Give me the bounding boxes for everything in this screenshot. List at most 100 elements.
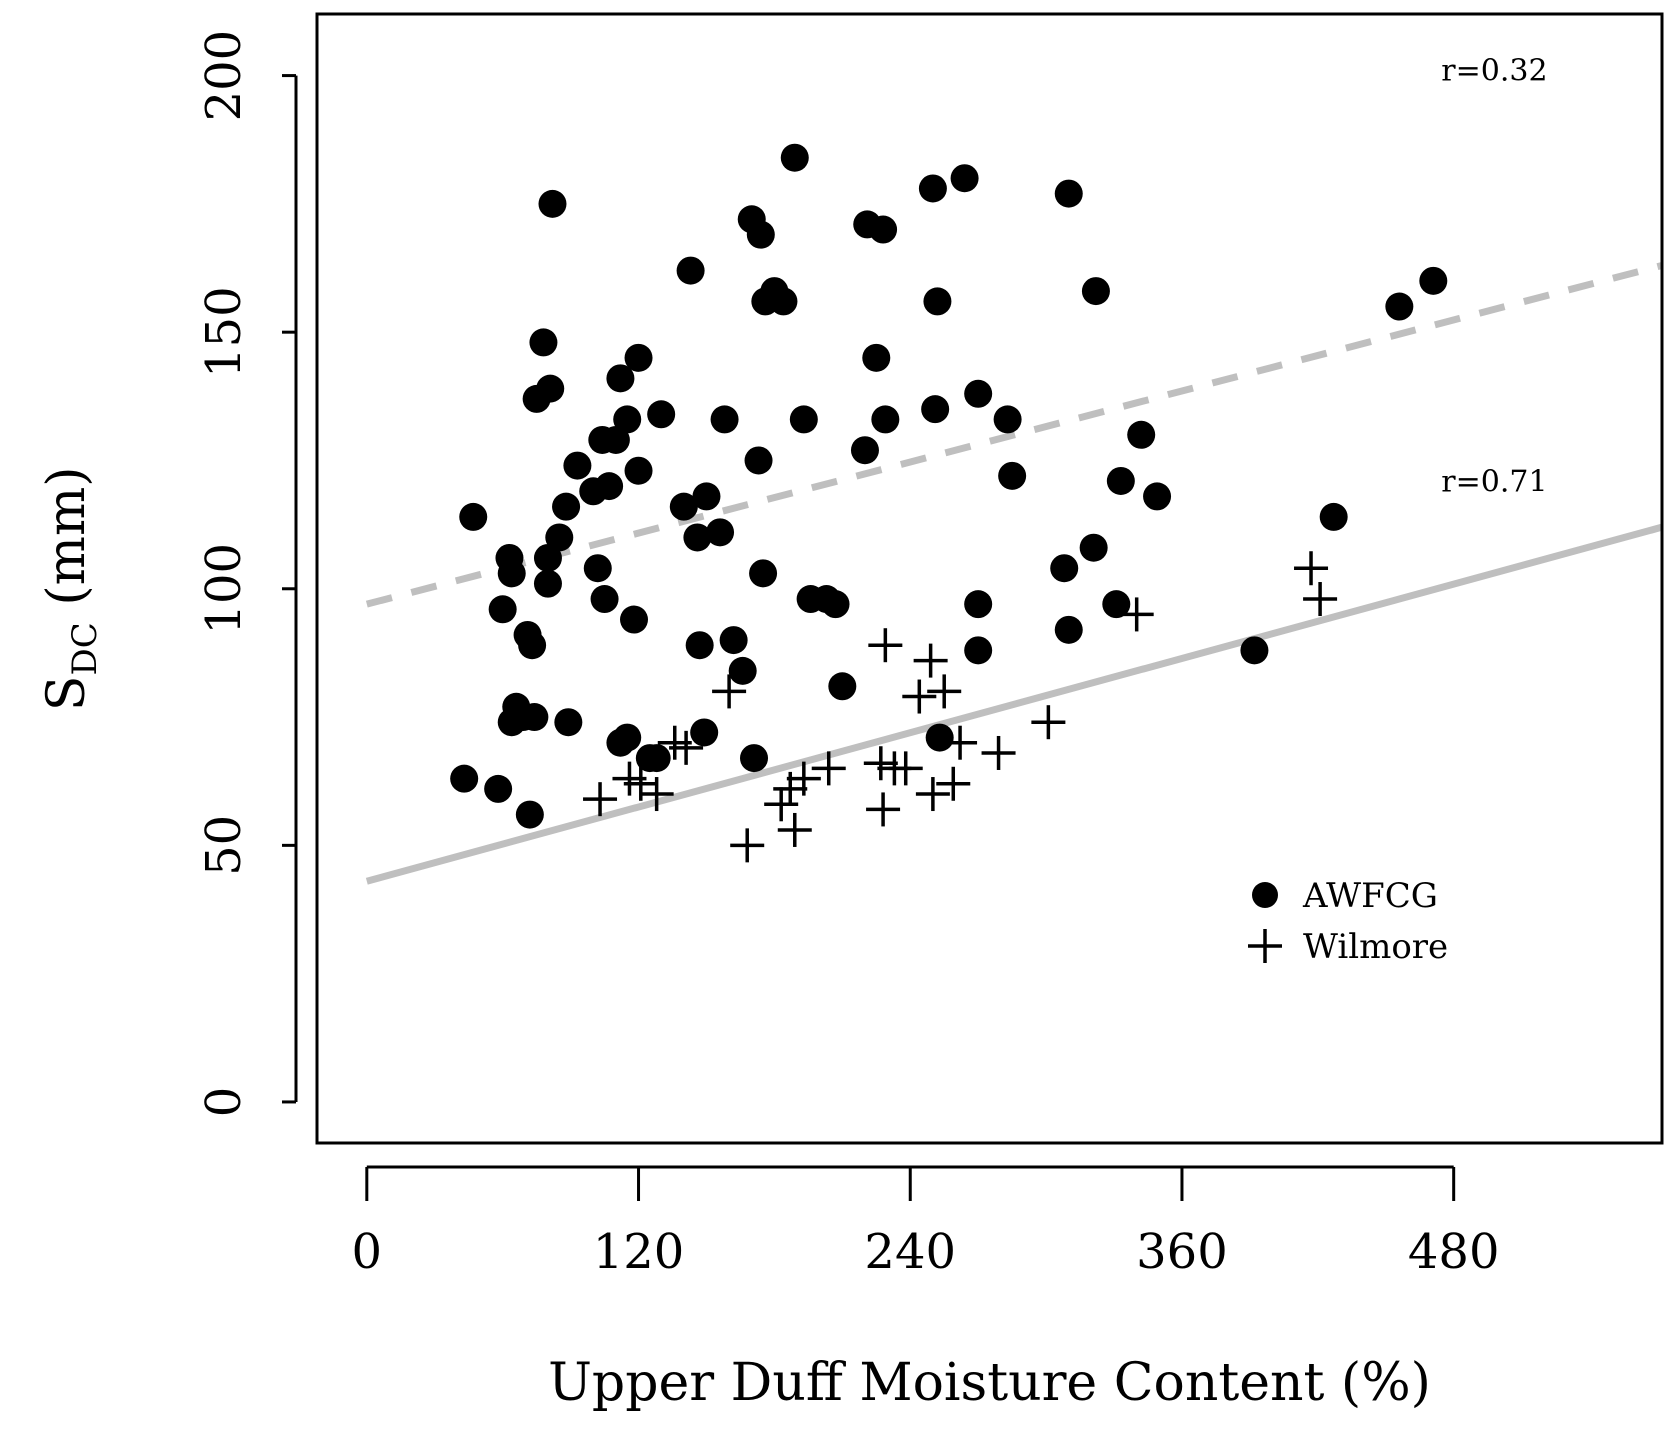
y-axis: 0 50 100 150 200 (196, 30, 298, 1117)
wilmore-point (730, 828, 765, 863)
awfcg-point (685, 631, 714, 660)
awfcg-point (964, 590, 993, 619)
correlation-label-wilmore: r=0.71 (1441, 464, 1547, 499)
awfcg-point (590, 585, 619, 614)
awfcg-point (669, 492, 698, 521)
x-tick-label: 480 (1408, 1224, 1500, 1280)
correlation-annotations: r=0.32 r=0.71 (1441, 54, 1547, 500)
awfcg-point (459, 502, 488, 531)
awfcg-point (710, 405, 739, 434)
y-tick-label: 50 (196, 815, 252, 876)
y-axis-title-main: S (37, 675, 97, 711)
legend: AWFCG Wilmore (1248, 876, 1448, 967)
awfcg-point (964, 636, 993, 665)
wilmore-point (902, 679, 937, 714)
awfcg-point (1106, 466, 1135, 495)
awfcg-point (647, 400, 676, 429)
awfcg-point (520, 703, 549, 732)
awfcg-point (746, 220, 775, 249)
fit-line-wilmore (365, 523, 1663, 885)
wilmore-point (1294, 551, 1329, 586)
wilmore-point (777, 812, 812, 847)
awfcg-point (744, 446, 773, 475)
awfcg-point (1079, 533, 1108, 562)
awfcg-point (529, 328, 558, 357)
legend-label-wilmore: Wilmore (1303, 927, 1448, 967)
wilmore-point (913, 643, 948, 678)
wilmore-point (639, 777, 674, 812)
wilmore-point (1031, 705, 1066, 740)
awfcg-point (545, 523, 574, 552)
awfcg-point (484, 774, 513, 803)
awfcg-point (601, 425, 630, 454)
awfcg-point (563, 451, 592, 480)
awfcg-point (554, 708, 583, 737)
x-tick-label: 0 (352, 1224, 383, 1280)
awfcg-point (1240, 636, 1269, 665)
awfcg-point (921, 395, 950, 424)
awfcg-point (998, 461, 1027, 490)
awfcg-point (1385, 292, 1414, 321)
x-axis-title: Upper Duff Moisture Content (%) (548, 1353, 1431, 1413)
awfcg-point (518, 631, 547, 660)
awfcg-point (828, 672, 857, 701)
wilmore-point (1119, 597, 1154, 632)
wilmore-point (915, 777, 950, 812)
awfcg-point (488, 595, 517, 624)
awfcg-point (533, 543, 562, 572)
y-tick-label: 200 (196, 30, 252, 122)
awfcg-point (740, 744, 769, 773)
wilmore-point (936, 766, 971, 801)
awfcg-point (923, 287, 952, 316)
awfcg-point (1419, 266, 1448, 295)
awfcg-point (925, 723, 954, 752)
awfcg-point (642, 744, 671, 773)
awfcg-point (620, 605, 649, 634)
awfcg-point (624, 456, 653, 485)
x-axis: 0 120 240 360 480 (352, 1165, 1500, 1280)
awfcg-point (676, 256, 705, 285)
wilmore-point (764, 787, 799, 822)
wilmore-point (712, 674, 747, 709)
awfcg-point (769, 287, 798, 316)
awfcg-point (871, 405, 900, 434)
awfcg-point (706, 518, 735, 547)
awfcg-point (869, 215, 898, 244)
wilmore-point (888, 751, 923, 786)
awfcg-point (1081, 277, 1110, 306)
legend-marker-wilmore (1248, 929, 1282, 963)
wilmore-point (811, 751, 846, 786)
awfcg-point (1127, 420, 1156, 449)
awfcg-point (683, 523, 712, 552)
data-points (450, 143, 1448, 863)
wilmore-point (868, 628, 903, 663)
x-tick-label: 360 (1136, 1224, 1228, 1280)
awfcg-point (993, 405, 1022, 434)
y-tick-label: 150 (196, 286, 252, 378)
awfcg-point (964, 379, 993, 408)
awfcg-point (950, 164, 979, 193)
awfcg-point (583, 554, 612, 583)
awfcg-point (606, 364, 635, 393)
awfcg-point (1054, 179, 1083, 208)
wilmore-point (927, 674, 962, 709)
awfcg-point (552, 492, 581, 521)
wilmore-point (943, 725, 978, 760)
wilmore-point (981, 735, 1016, 770)
awfcg-point (789, 405, 818, 434)
awfcg-point (450, 764, 479, 793)
awfcg-point (692, 482, 721, 511)
regression-lines (365, 262, 1663, 885)
wilmore-point (863, 746, 898, 781)
wilmore-point (669, 730, 704, 765)
plot-frame (315, 12, 1664, 1145)
y-axis-title-subscript: DC (65, 622, 105, 675)
legend-label-awfcg: AWFCG (1302, 876, 1438, 916)
awfcg-point (497, 559, 526, 588)
wilmore-point (786, 761, 821, 796)
awfcg-point (624, 343, 653, 372)
y-axis-title-units: (mm) (37, 466, 97, 622)
awfcg-point (536, 374, 565, 403)
y-tick-label: 100 (196, 543, 252, 635)
